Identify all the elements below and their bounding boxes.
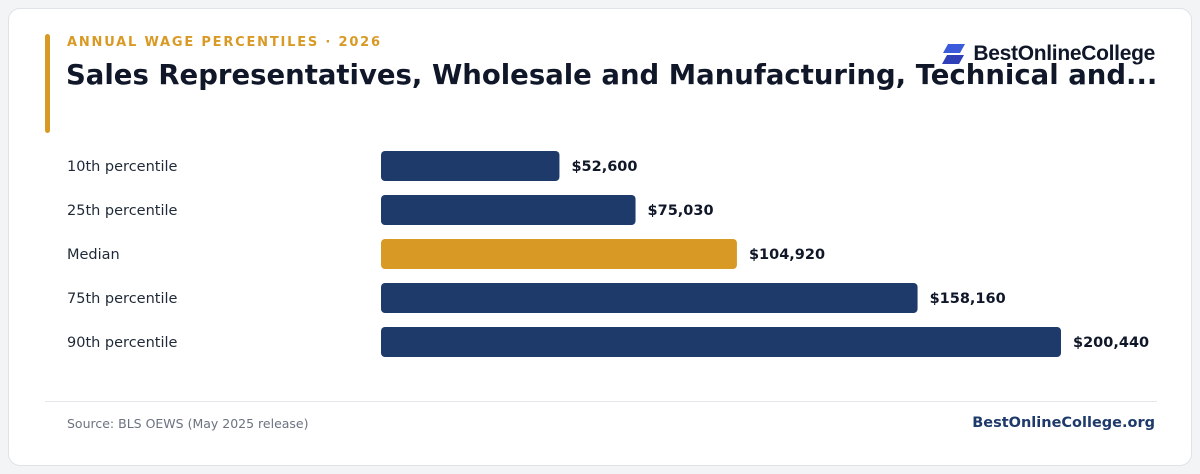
bar-75th-percentile — [381, 283, 918, 313]
footer-divider — [45, 401, 1157, 402]
category-label: 75th percentile — [67, 291, 178, 307]
value-label: $75,030 — [648, 203, 714, 219]
value-label: $200,440 — [1073, 335, 1149, 351]
brand-name: BestOnlineCollege — [973, 42, 1155, 65]
bar-10th-percentile — [381, 151, 560, 181]
chart-title: Sales Representatives, Wholesale and Man… — [66, 59, 1158, 91]
stacked-parallelogram-logo-icon — [942, 44, 966, 64]
value-label: $104,920 — [749, 247, 825, 263]
source-note: Source: BLS OEWS (May 2025 release) — [67, 416, 309, 431]
category-label: Median — [67, 247, 120, 263]
value-label: $52,600 — [571, 159, 637, 175]
eyebrow-label: ANNUAL WAGE PERCENTILES · 2026 — [67, 35, 382, 50]
value-label: $158,160 — [930, 291, 1006, 307]
bar-90th-percentile — [381, 327, 1061, 357]
site-name: BestOnlineCollege.org — [972, 415, 1155, 431]
category-label: 10th percentile — [67, 159, 178, 175]
accent-bar — [45, 34, 50, 133]
chart-card: ANNUAL WAGE PERCENTILES · 2026 Sales Rep… — [8, 8, 1192, 466]
category-label: 25th percentile — [67, 203, 178, 219]
bar-median — [381, 239, 737, 269]
bar-25th-percentile — [381, 195, 636, 225]
brand-logo: BestOnlineCollege — [941, 42, 1155, 66]
category-label: 90th percentile — [67, 335, 178, 351]
bar-chart: 10th percentile $52,600 25th percentile $75… — [67, 151, 1149, 357]
